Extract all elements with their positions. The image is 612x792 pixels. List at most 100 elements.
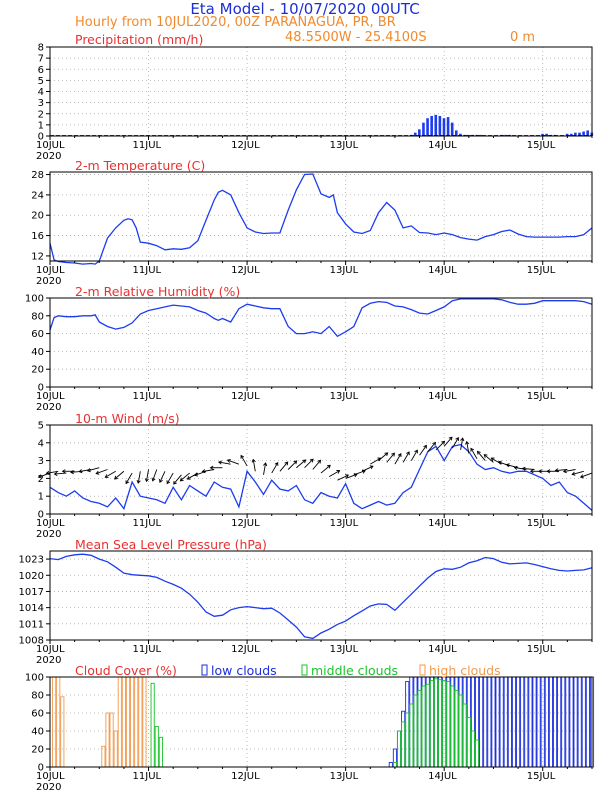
wind-arrow bbox=[218, 461, 231, 465]
cloud-bar-low bbox=[438, 676, 443, 768]
x-year-label: 2020 bbox=[36, 655, 61, 666]
y-tick-label: 12 bbox=[31, 251, 44, 262]
precip-bar bbox=[504, 134, 507, 136]
pres-line bbox=[49, 553, 593, 640]
chart-title: Eta Model - 10/07/2020 00UTC bbox=[190, 0, 419, 18]
cloud-bar-middle bbox=[409, 703, 414, 768]
precip-bar bbox=[569, 133, 573, 136]
station-coords: 48.5500W - 25.4100S bbox=[285, 30, 427, 45]
x-tick-label: 13JUL bbox=[330, 265, 359, 276]
wind-arrow bbox=[202, 469, 215, 473]
wind-arrow bbox=[563, 469, 576, 473]
wind-arrow-head bbox=[217, 460, 222, 465]
wind-arrow-head bbox=[201, 469, 206, 474]
cloud-bar-low bbox=[405, 681, 410, 768]
wind-arrow-head bbox=[53, 471, 58, 476]
cloud-bar-low bbox=[388, 762, 393, 768]
x-tick-label: 14JUL bbox=[428, 391, 457, 402]
y-tick-label: 3 bbox=[38, 456, 44, 467]
x-year-label: 2020 bbox=[36, 402, 61, 413]
precip-bar bbox=[430, 115, 433, 136]
wind-arrow bbox=[452, 437, 459, 449]
legend-label-middle: middle clouds bbox=[311, 663, 398, 678]
y-tick-label: 4 bbox=[38, 438, 44, 449]
wind-arrow bbox=[470, 448, 478, 460]
y-tick-label: 1008 bbox=[19, 636, 44, 647]
wind-arrow-head bbox=[136, 479, 141, 484]
wind-arrow bbox=[337, 474, 349, 481]
wind-arrow-head bbox=[455, 436, 459, 441]
panel-wind: 0 1 2 3 4 5 10JUL 11JUL 12JUL 13JUL 14JUL 15JUL 2020… bbox=[36, 411, 593, 540]
y-tick-label: 60 bbox=[31, 709, 44, 720]
y-tick-label: 5 bbox=[38, 421, 44, 432]
cloud-bar-middle bbox=[150, 682, 155, 768]
cloud-bar-low bbox=[413, 676, 418, 768]
cloud-bar-low bbox=[470, 676, 475, 768]
precip-bar bbox=[467, 134, 470, 136]
legend-label-high: high clouds bbox=[429, 663, 501, 678]
wind-arrow-head bbox=[45, 470, 50, 476]
wind-arrow-head bbox=[302, 459, 307, 464]
panel-frame bbox=[49, 297, 593, 388]
x-tick-label: 15JUL bbox=[527, 771, 556, 782]
wind-arrow-head bbox=[114, 475, 118, 480]
y-tick-label: 28 bbox=[31, 170, 44, 181]
y-tick-label: 1011 bbox=[19, 619, 44, 630]
wind-arrow-head bbox=[391, 452, 395, 457]
wind-arrow bbox=[410, 449, 418, 461]
y-tick-label: 20 bbox=[31, 211, 44, 222]
cloud-bar-low bbox=[446, 676, 451, 768]
cloud-bar-high bbox=[138, 676, 143, 768]
x-tick-label: 11JUL bbox=[133, 771, 162, 782]
wind-arrow bbox=[87, 467, 100, 472]
y-tick-label: 1023 bbox=[19, 555, 44, 566]
wind-arrow-head bbox=[104, 474, 109, 478]
x-year-label: 2020 bbox=[36, 529, 61, 540]
y-tick-label: 24 bbox=[31, 190, 44, 201]
y-tick-label: 20 bbox=[31, 745, 44, 756]
y-tick-label: 1020 bbox=[19, 571, 44, 582]
wind-arrow bbox=[580, 472, 593, 478]
legend-swatch-middle bbox=[301, 664, 308, 676]
precip-bar bbox=[446, 117, 450, 136]
wind-arrow-head bbox=[179, 477, 184, 482]
cloud-bar-low bbox=[581, 676, 586, 768]
y-tick-label: 20 bbox=[31, 365, 44, 376]
cloud-bar-low bbox=[396, 730, 402, 768]
panel-title-cloud: Cloud Cover (%) bbox=[75, 663, 177, 678]
wind-arrow-head bbox=[546, 469, 551, 474]
station-elevation: 0 m bbox=[510, 30, 535, 45]
wind-arrow bbox=[227, 459, 240, 465]
wind-arrow bbox=[522, 468, 535, 470]
cloud-bar-high bbox=[125, 676, 131, 768]
wind-arrow bbox=[386, 452, 395, 463]
wind-arrow-head bbox=[448, 436, 453, 441]
wind-arrow-head bbox=[406, 451, 410, 456]
x-tick-label: 12JUL bbox=[231, 391, 260, 402]
precip-bar bbox=[426, 118, 429, 136]
wind-arrow bbox=[146, 469, 149, 482]
cloud-bar-low bbox=[425, 676, 430, 768]
cloud-bar-low bbox=[548, 676, 553, 768]
x-tick-label: 11JUL bbox=[133, 518, 162, 529]
wind-arrow bbox=[466, 441, 470, 454]
wind-arrow-head bbox=[240, 454, 245, 459]
x-tick-label: 15JUL bbox=[527, 644, 556, 655]
wind-arrow-head bbox=[186, 475, 191, 480]
cloud-bar-low bbox=[544, 676, 549, 768]
x-tick-label: 13JUL bbox=[330, 391, 359, 402]
legend-swatch-high bbox=[419, 664, 426, 676]
x-tick-label: 14JUL bbox=[428, 644, 457, 655]
wind-arrow bbox=[296, 459, 306, 469]
cloud-bar-low bbox=[573, 676, 578, 768]
wind-arrow bbox=[402, 451, 410, 463]
legend-swatch-low bbox=[201, 664, 208, 676]
cloud-bar-low bbox=[392, 748, 397, 768]
cloud-bar-middle bbox=[392, 762, 397, 768]
wind-arrow-head bbox=[554, 468, 559, 473]
wind-arrow-head bbox=[78, 469, 83, 474]
wind-arrow bbox=[378, 452, 388, 461]
y-tick-label: 6 bbox=[38, 65, 44, 76]
cloud-bar-low bbox=[569, 676, 574, 768]
